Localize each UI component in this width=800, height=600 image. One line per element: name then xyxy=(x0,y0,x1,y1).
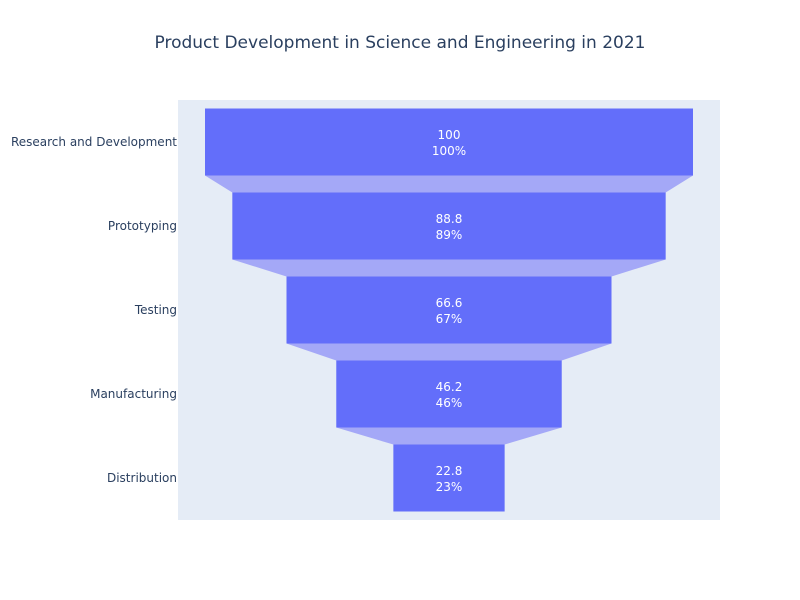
funnel-percent-label: 100% xyxy=(432,144,466,158)
funnel-connector xyxy=(286,343,612,361)
funnel-value-label: 100 xyxy=(438,128,461,142)
y-tick-label: Research and Development xyxy=(11,135,177,149)
funnel-bar xyxy=(393,444,505,512)
funnel-value-label: 88.8 xyxy=(436,212,463,226)
chart-title: Product Development in Science and Engin… xyxy=(154,33,646,53)
funnel-bar xyxy=(205,108,693,176)
funnel-percent-label: 89% xyxy=(436,228,463,242)
funnel-connector xyxy=(232,259,666,277)
funnel-percent-label: 67% xyxy=(436,312,463,326)
funnel-connectors xyxy=(205,175,693,445)
y-axis-tick-labels: Research and Development Prototyping Testi… xyxy=(11,135,177,485)
y-tick-label: Prototyping xyxy=(108,219,177,233)
y-tick-label: Distribution xyxy=(107,471,177,485)
funnel-bar xyxy=(336,360,562,428)
y-tick-label: Testing xyxy=(134,303,177,317)
funnel-value-label: 22.8 xyxy=(436,464,463,478)
funnel-bar xyxy=(232,192,666,260)
y-tick-label: Manufacturing xyxy=(90,387,177,401)
funnel-connector xyxy=(205,175,693,193)
funnel-value-labels: 100 100% 88.8 89% 66.6 67% 46.2 46% 22.8 23% xyxy=(432,128,466,494)
funnel-percent-label: 23% xyxy=(436,480,463,494)
funnel-value-label: 46.2 xyxy=(436,380,463,394)
funnel-value-label: 66.6 xyxy=(436,296,463,310)
funnel-percent-label: 46% xyxy=(436,396,463,410)
funnel-bar xyxy=(286,276,612,344)
funnel-connector xyxy=(336,427,562,445)
funnel-bars xyxy=(205,108,693,512)
